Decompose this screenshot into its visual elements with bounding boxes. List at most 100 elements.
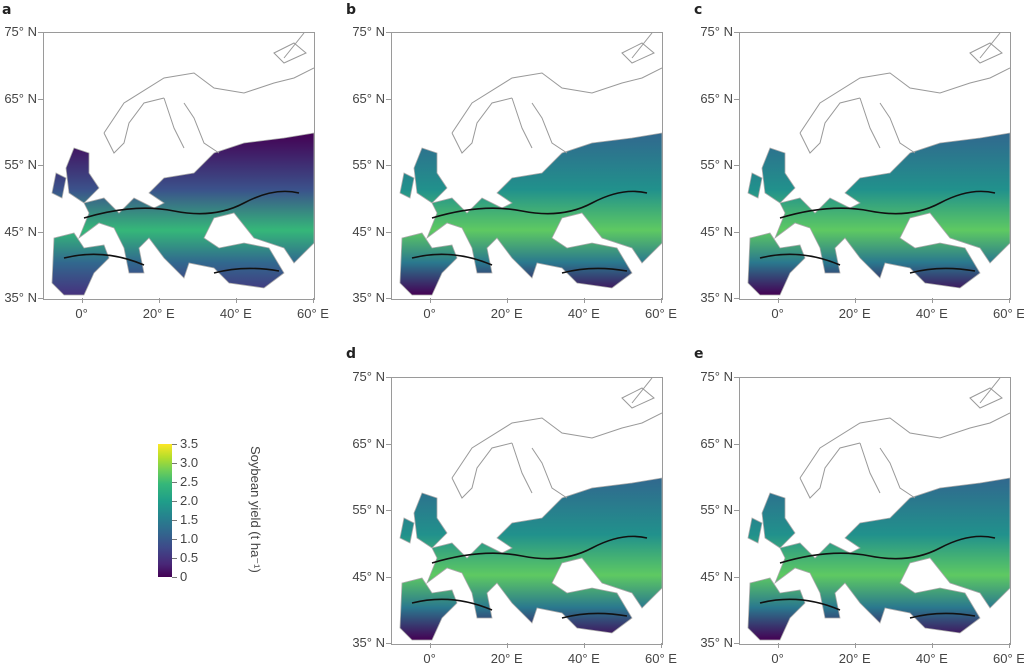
x-tick [854,643,856,648]
y-tick [386,298,391,299]
y-tick-label: 55° N [700,502,733,517]
x-tick [583,298,585,303]
x-tick [235,298,237,303]
x-tick [931,298,933,303]
x-tick-label: 20° E [490,651,523,666]
y-tick-label: 35° N [352,635,385,650]
x-tick-label: 60° E [297,306,329,321]
europe-map [399,33,662,296]
y-tick-label: 65° N [352,435,385,451]
colorbar-tick-label: 2.0 [180,493,199,508]
y-tick [734,510,739,511]
europe-map [399,378,662,641]
colorbar-tick-label: 0 [180,569,188,584]
colorbar-tick-label: 3.0 [180,455,199,470]
europe-map [747,378,1010,641]
x-tick-label: 20° E [838,306,871,321]
x-tick-label: 0° [771,306,784,321]
y-tick-label: 45° N [352,223,385,239]
y-tick-label: 55° N [352,502,385,517]
colorbar-tick-label: 2.5 [180,474,199,489]
y-tick-label: 45° N [700,223,733,239]
x-tick-label: 40° E [567,651,600,666]
europe-map [51,33,314,296]
x-tick [931,643,933,648]
x-tick [158,298,160,303]
y-tick [386,377,391,378]
y-tick-label: 45° N [352,568,385,584]
x-tick [777,643,779,648]
y-tick-label: 65° N [700,435,733,451]
y-tick [734,643,739,644]
colorbar-tick-label: 1.0 [180,531,199,546]
map-frame [739,32,1011,300]
colorbar-tick-label: 1.5 [180,512,199,527]
y-tick-label: 35° N [700,635,733,650]
y-tick-label: 65° N [700,90,733,106]
x-tick [661,298,662,303]
y-tick-label: 55° N [700,157,733,172]
y-tick [38,165,43,166]
map-frame [391,32,663,300]
colorbar-tick-label: 0.5 [180,550,199,565]
y-tick-label: 75° N [352,369,385,384]
y-tick [38,32,43,33]
x-tick-label: 40° E [915,306,948,321]
x-tick-label: 40° E [915,651,948,666]
x-tick-label: 20° E [490,306,523,321]
y-tick-label: 35° N [4,290,37,305]
y-tick [734,231,739,233]
x-tick-label: 0° [771,651,784,666]
y-tick [386,98,391,100]
x-tick [583,643,585,648]
y-tick [386,231,391,233]
y-tick-label: 75° N [4,24,37,39]
x-tick-label: 20° E [838,651,871,666]
y-tick [734,298,739,299]
x-tick-label: 60° E [993,651,1024,666]
y-tick-label: 65° N [4,90,37,106]
y-tick [734,32,739,33]
y-tick-label: 45° N [4,223,37,239]
y-tick [386,32,391,33]
panel-letter: c [694,2,703,18]
colorbar-tick [172,463,177,464]
y-tick-label: 45° N [700,568,733,584]
x-tick [506,643,508,648]
colorbar [158,444,172,577]
x-tick-label: 60° E [993,306,1024,321]
colorbar-tick [172,558,177,559]
y-tick-label: 65° N [352,90,385,106]
panel-letter: a [2,2,12,18]
x-tick [854,298,856,303]
y-tick-label: 55° N [4,157,37,172]
y-tick [386,510,391,511]
x-tick-label: 40° E [219,306,252,321]
y-tick-label: 75° N [352,24,385,39]
map-frame [739,377,1011,645]
x-tick-label: 40° E [567,306,600,321]
panel-letter: d [346,346,357,362]
y-tick-label: 55° N [352,157,385,172]
y-tick [38,231,43,233]
y-tick-label: 35° N [700,290,733,305]
map-frame [43,32,315,300]
colorbar-tick [172,577,177,578]
y-tick [734,576,739,578]
colorbar-tick [172,482,177,483]
x-tick-label: 0° [423,306,436,321]
y-tick [734,443,739,445]
colorbar-tick [172,520,177,521]
x-tick [777,298,779,303]
x-tick-label: 0° [423,651,436,666]
x-tick-label: 0° [75,306,88,321]
x-tick-label: 60° E [645,306,677,321]
x-tick [429,643,431,648]
x-tick [429,298,431,303]
x-tick [313,298,314,303]
colorbar-title: Soybean yield (t ha⁻¹) [248,446,263,573]
colorbar-tick [172,444,177,445]
x-tick-label: 20° E [142,306,175,321]
x-tick [81,298,83,303]
europe-map [747,33,1010,296]
